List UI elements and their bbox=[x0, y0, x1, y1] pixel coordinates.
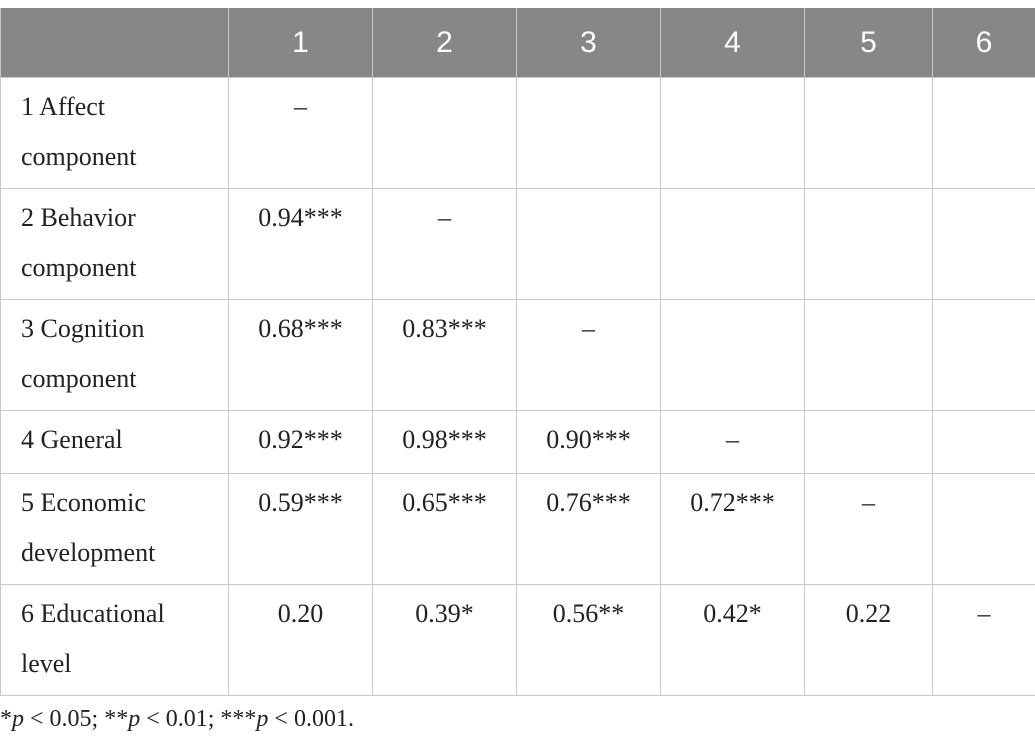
row-label: 5 Economic development bbox=[0, 473, 229, 585]
empty-cell bbox=[804, 188, 933, 300]
empty-cell bbox=[660, 299, 805, 411]
empty-cell bbox=[372, 77, 517, 189]
correlation-cell: 0.65*** bbox=[372, 473, 517, 585]
header-cell: 3 bbox=[516, 8, 661, 78]
correlation-cell: 0.22 bbox=[804, 584, 933, 696]
header-cell: 1 bbox=[228, 8, 373, 78]
correlation-cell: 0.76*** bbox=[516, 473, 661, 585]
correlation-cell: 0.59*** bbox=[228, 473, 373, 585]
correlation-cell: – bbox=[804, 473, 933, 585]
footnote-text: < 0.001. bbox=[268, 706, 354, 732]
row-label: 2 Behavior component bbox=[0, 188, 229, 300]
footnote-text: < 0.01; *** bbox=[140, 706, 257, 732]
header-cell: 5 bbox=[804, 8, 933, 78]
correlation-cell: 0.94*** bbox=[228, 188, 373, 300]
row-label: 6 Educational level bbox=[0, 584, 229, 696]
footnote-symbol: p bbox=[12, 706, 24, 732]
correlation-cell: 0.39* bbox=[372, 584, 517, 696]
correlation-cell: 0.72*** bbox=[660, 473, 805, 585]
row-label: 1 Affect component bbox=[0, 77, 229, 189]
empty-cell bbox=[516, 188, 661, 300]
empty-cell bbox=[660, 77, 805, 189]
footnote-text: * bbox=[0, 706, 12, 732]
empty-cell bbox=[516, 77, 661, 189]
footnote: *p < 0.05; **p < 0.01; ***p < 0.001. bbox=[0, 706, 354, 733]
empty-cell bbox=[804, 410, 933, 474]
footnote-text: < 0.05; ** bbox=[24, 706, 129, 732]
header-cell: 4 bbox=[660, 8, 805, 78]
table-row: 1 Affect component – bbox=[0, 77, 1035, 189]
header-cell: 2 bbox=[372, 8, 517, 78]
empty-cell bbox=[932, 473, 1035, 585]
correlation-cell: – bbox=[228, 77, 373, 189]
correlation-cell: 0.83*** bbox=[372, 299, 517, 411]
correlation-cell: 0.98*** bbox=[372, 410, 517, 474]
empty-cell bbox=[804, 77, 933, 189]
header-cell bbox=[0, 8, 229, 78]
correlation-cell: 0.56** bbox=[516, 584, 661, 696]
table-row: 5 Economic development 0.59*** 0.65*** 0.76… bbox=[0, 473, 1035, 585]
correlation-cell: – bbox=[372, 188, 517, 300]
table-row: 6 Educational level 0.20 0.39* 0.56** 0.42* 0… bbox=[0, 584, 1035, 696]
correlation-cell: – bbox=[516, 299, 661, 411]
empty-cell bbox=[932, 410, 1035, 474]
table-row: 4 General 0.92*** 0.98*** 0.90*** – bbox=[0, 410, 1035, 474]
correlation-cell: 0.68*** bbox=[228, 299, 373, 411]
header-cell: 6 bbox=[932, 8, 1035, 78]
correlation-cell: 0.92*** bbox=[228, 410, 373, 474]
footnote-symbol: p bbox=[128, 706, 141, 732]
empty-cell bbox=[932, 77, 1035, 189]
table-body: 1 Affect component –2 Behavior component 0… bbox=[0, 77, 1035, 696]
table-row: 2 Behavior component 0.94*** – bbox=[0, 188, 1035, 300]
row-label: 4 General bbox=[0, 410, 229, 474]
correlation-cell: – bbox=[932, 584, 1035, 696]
correlation-cell: 0.20 bbox=[228, 584, 373, 696]
correlation-cell: – bbox=[660, 410, 805, 474]
empty-cell bbox=[660, 188, 805, 300]
row-label: 3 Cognition component bbox=[0, 299, 229, 411]
table-row: 3 Cognition component 0.68*** 0.83*** – bbox=[0, 299, 1035, 411]
correlation-cell: 0.90*** bbox=[516, 410, 661, 474]
footnote-symbol: p bbox=[256, 706, 269, 732]
correlation-cell: 0.42* bbox=[660, 584, 805, 696]
empty-cell bbox=[932, 299, 1035, 411]
empty-cell bbox=[932, 188, 1035, 300]
empty-cell bbox=[804, 299, 933, 411]
